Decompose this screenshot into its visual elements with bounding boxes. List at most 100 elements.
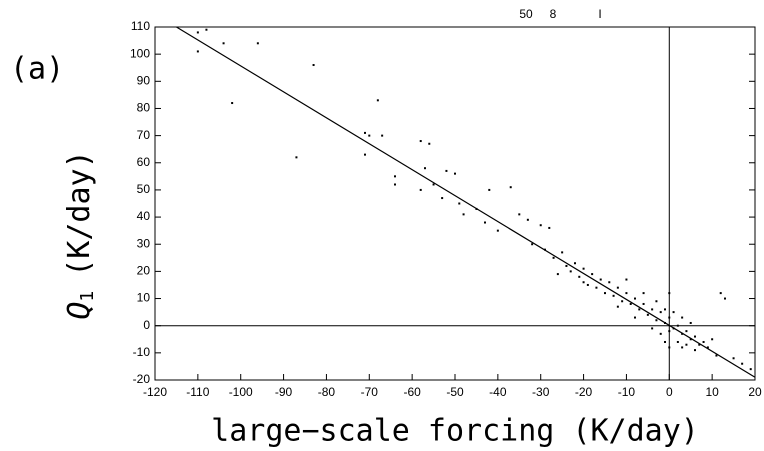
point xyxy=(424,167,426,170)
y-tick-label: 110 xyxy=(131,19,150,33)
panel-label: (a) xyxy=(10,52,64,87)
point xyxy=(561,251,564,254)
y-label-unit: (K/day) xyxy=(62,150,97,276)
y-tick-label: -20 xyxy=(133,372,151,386)
point xyxy=(676,324,679,327)
point xyxy=(664,340,666,343)
point xyxy=(599,278,602,281)
point xyxy=(574,262,576,265)
y-tick-label: -10 xyxy=(133,345,151,359)
point xyxy=(462,213,465,216)
fit-line xyxy=(176,26,756,378)
point xyxy=(484,221,486,224)
point xyxy=(458,202,461,205)
point xyxy=(578,275,581,278)
point xyxy=(638,308,641,311)
point xyxy=(668,316,671,319)
point xyxy=(539,224,542,227)
point xyxy=(621,300,624,303)
point xyxy=(625,292,628,295)
point xyxy=(625,278,628,281)
point xyxy=(676,340,679,343)
point xyxy=(381,134,384,137)
point xyxy=(655,300,658,303)
x-tick-label: -70 xyxy=(361,385,379,399)
point xyxy=(634,297,636,300)
point xyxy=(526,218,529,221)
y-tick-label: 10 xyxy=(137,291,151,305)
annotation: 8 xyxy=(550,7,557,21)
point xyxy=(368,134,371,137)
y-tick-label: 40 xyxy=(137,209,151,223)
point xyxy=(222,42,225,45)
point xyxy=(364,153,366,156)
point xyxy=(642,292,645,295)
point xyxy=(432,183,435,186)
point xyxy=(681,316,684,319)
point xyxy=(556,273,559,276)
point xyxy=(685,330,688,333)
point xyxy=(441,197,444,200)
point xyxy=(591,273,594,276)
annotation: 50 xyxy=(519,7,533,21)
point xyxy=(646,313,649,316)
point xyxy=(616,286,619,289)
point xyxy=(256,42,259,45)
point xyxy=(629,302,632,305)
x-tick-label: -80 xyxy=(318,385,336,399)
point xyxy=(196,50,199,53)
point xyxy=(719,292,722,295)
x-tick-label: -10 xyxy=(618,385,636,399)
y-tick-label: 60 xyxy=(137,155,151,169)
x-tick-label: -120 xyxy=(143,385,167,399)
point xyxy=(595,286,598,289)
point xyxy=(694,335,696,338)
point xyxy=(496,229,499,232)
point xyxy=(651,327,654,330)
point xyxy=(394,183,396,186)
point xyxy=(659,332,662,335)
point xyxy=(634,316,636,319)
point xyxy=(685,343,688,346)
point xyxy=(548,226,551,229)
point xyxy=(651,308,654,311)
y-tick-label: 30 xyxy=(137,236,151,250)
x-tick-label: -100 xyxy=(229,385,253,399)
x-tick-label: -30 xyxy=(532,385,550,399)
point xyxy=(612,294,615,297)
y-tick-label: 70 xyxy=(137,128,151,142)
point xyxy=(668,330,671,333)
point xyxy=(642,302,645,305)
plot-frame xyxy=(154,26,756,381)
point xyxy=(544,248,546,251)
point xyxy=(681,346,684,349)
point xyxy=(724,297,726,300)
point xyxy=(518,213,521,216)
point xyxy=(295,156,298,159)
point xyxy=(312,64,315,67)
point xyxy=(749,368,752,371)
x-tick-label: -20 xyxy=(575,385,593,399)
point xyxy=(706,346,709,349)
point xyxy=(552,256,555,259)
point xyxy=(488,188,491,191)
point xyxy=(582,281,585,284)
point xyxy=(711,338,714,341)
point xyxy=(586,283,589,286)
y-axis-label: Q1 (K/day) xyxy=(62,150,99,319)
point xyxy=(689,321,692,324)
point xyxy=(582,267,585,270)
point xyxy=(732,357,735,360)
x-tick-label: -60 xyxy=(403,385,421,399)
y-label-subscript: 1 xyxy=(77,291,98,302)
x-tick-label: -40 xyxy=(489,385,507,399)
annotation: I xyxy=(598,7,601,21)
point xyxy=(509,186,512,189)
x-tick-label: -50 xyxy=(446,385,464,399)
point xyxy=(715,354,718,357)
point xyxy=(376,99,379,102)
point xyxy=(419,188,422,191)
point xyxy=(616,305,619,308)
point xyxy=(231,102,234,105)
